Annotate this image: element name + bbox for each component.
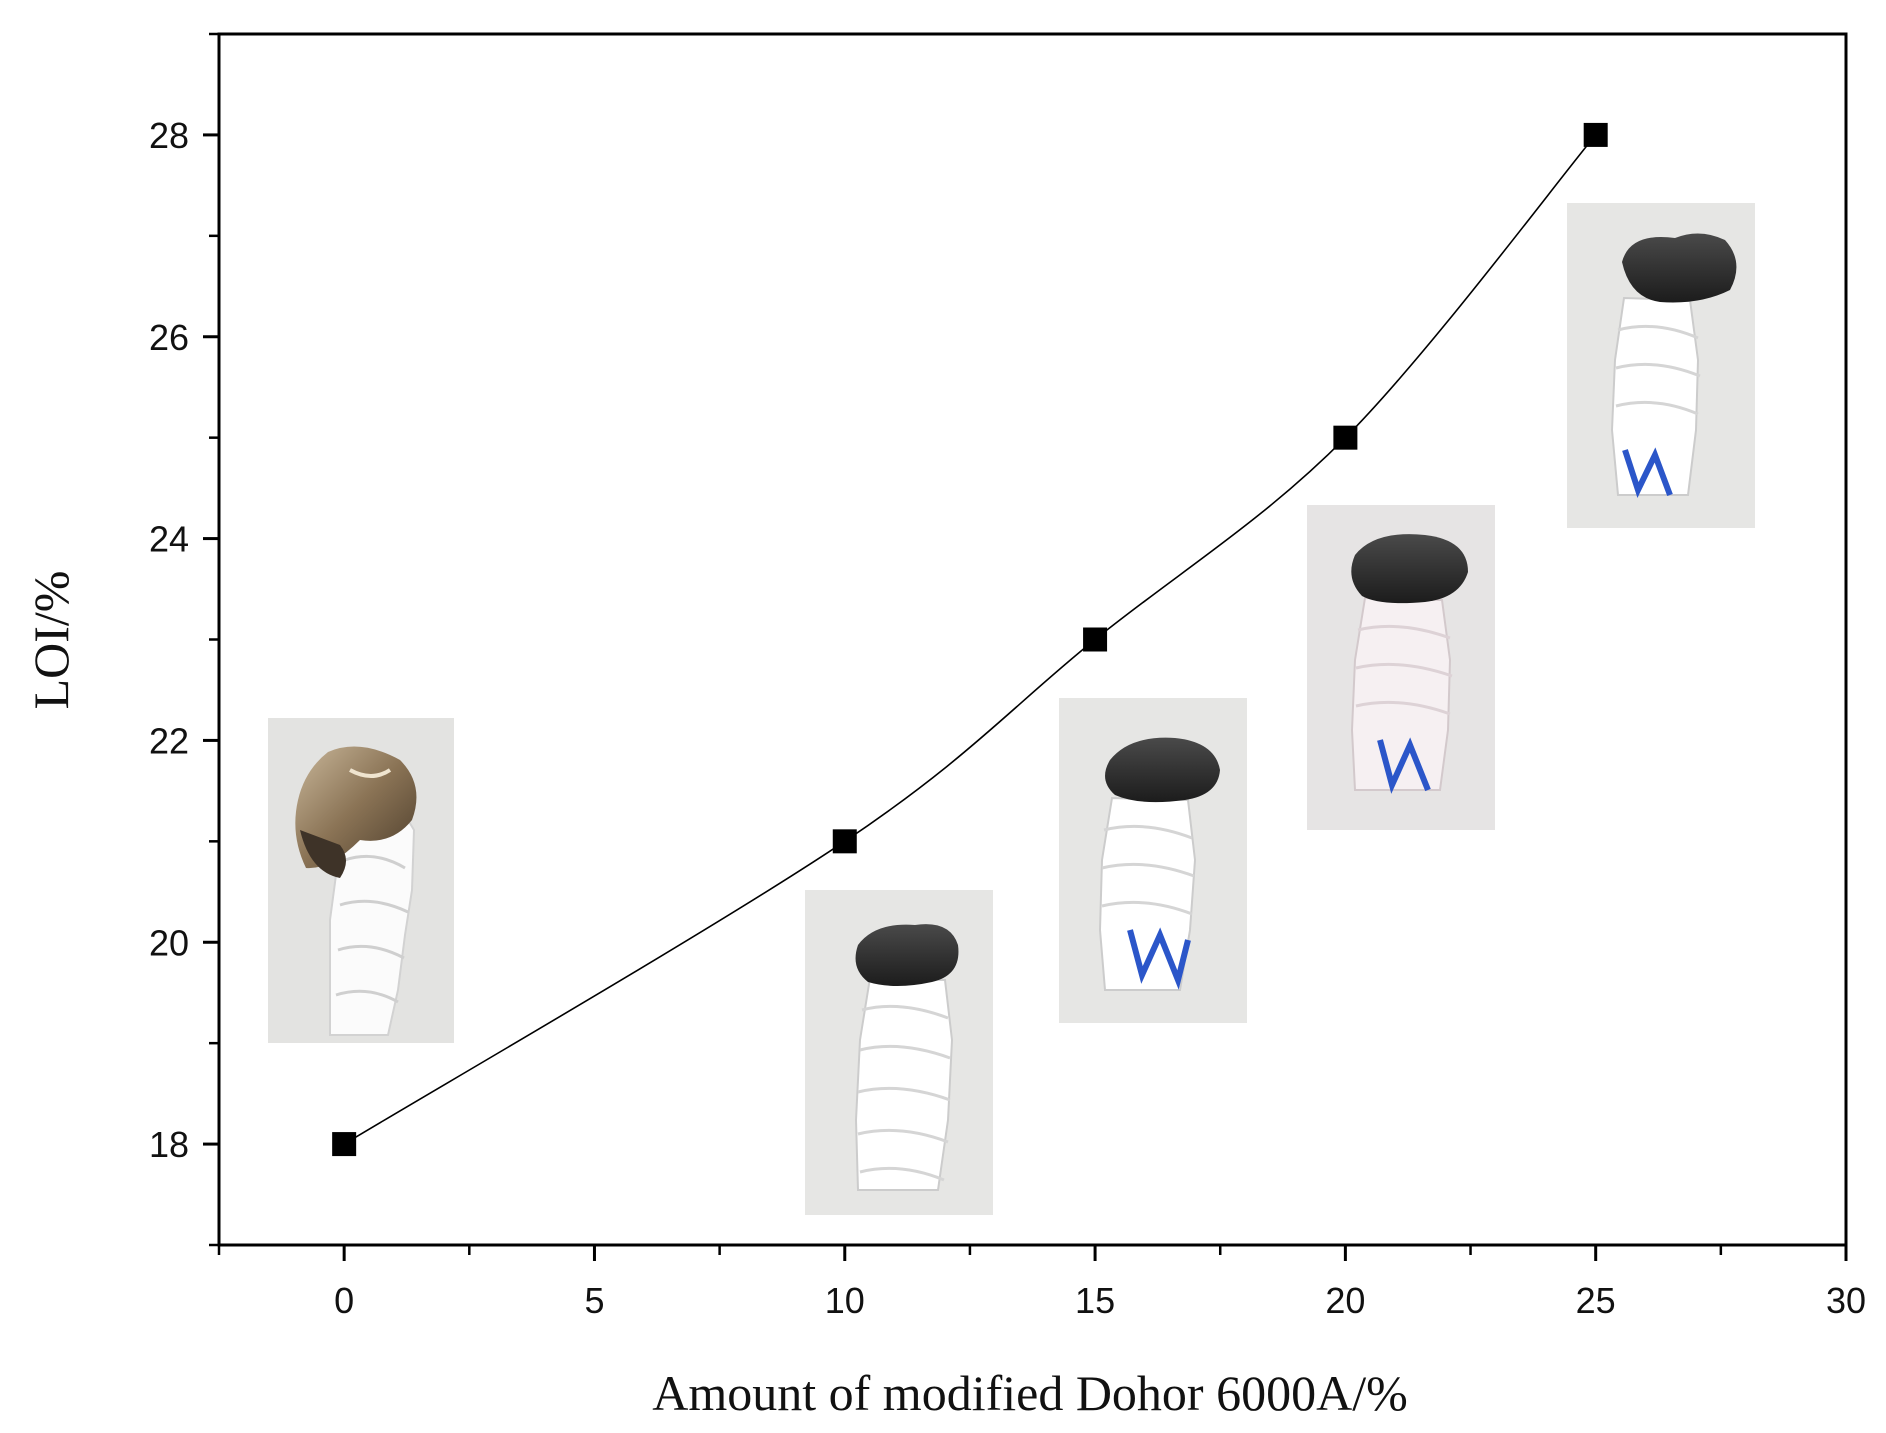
data-point <box>1083 627 1108 652</box>
y-axis-ticks: 18 20 22 24 26 28 <box>149 32 219 1247</box>
data-point <box>1583 122 1608 147</box>
y-tick-label: 18 <box>149 1124 189 1165</box>
x-tick-label: 5 <box>584 1280 604 1321</box>
y-axis-label: LOI/% <box>23 571 79 710</box>
y-tick-label: 26 <box>149 317 189 358</box>
sample-photo-25 <box>1567 203 1755 528</box>
sample-photo-10 <box>805 890 993 1215</box>
sample-photo-0 <box>268 718 454 1043</box>
sample-photos <box>268 203 1755 1215</box>
data-point <box>332 1132 357 1157</box>
y-tick-label: 22 <box>149 720 189 761</box>
y-tick-label: 28 <box>149 115 189 156</box>
series-line <box>343 134 1597 1145</box>
series-layer <box>332 122 1608 1157</box>
x-tick-label: 10 <box>825 1280 865 1321</box>
y-tick-label: 20 <box>149 922 189 963</box>
x-tick-label: 20 <box>1325 1280 1365 1321</box>
x-axis-label: Amount of modified Dohor 6000A/% <box>652 1365 1407 1421</box>
x-tick-label: 25 <box>1576 1280 1616 1321</box>
x-tick-label: 15 <box>1075 1280 1115 1321</box>
x-axis-ticks: 0 5 10 15 20 25 30 <box>217 1245 1866 1321</box>
data-point <box>832 829 857 854</box>
sample-photo-20 <box>1307 505 1495 830</box>
x-tick-label: 30 <box>1826 1280 1866 1321</box>
y-tick-label: 24 <box>149 519 189 560</box>
data-point <box>1333 425 1358 450</box>
x-tick-label: 0 <box>334 1280 354 1321</box>
sample-photo-15 <box>1059 698 1247 1023</box>
